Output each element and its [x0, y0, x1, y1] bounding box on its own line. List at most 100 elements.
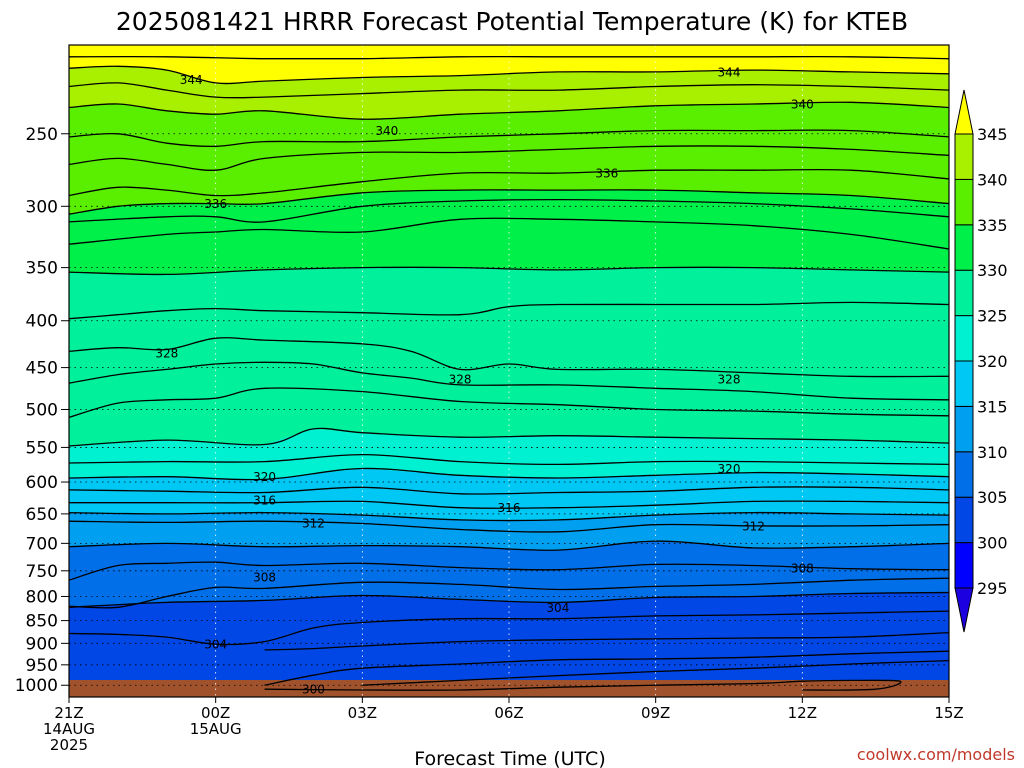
- chart-title: 2025081421 HRRR Forecast Potential Tempe…: [116, 7, 908, 36]
- contour-label-336: 336: [595, 167, 618, 181]
- contour-label-344: 344: [180, 73, 203, 87]
- colorbar-tick-340: 340: [977, 170, 1008, 189]
- colorbar-tick-330: 330: [977, 261, 1008, 280]
- contour-316: [69, 500, 949, 509]
- y-tick-label-300: 300: [26, 197, 58, 217]
- contour-333: [69, 198, 949, 223]
- colorbar: 295 300 305 310 315 320 325 330 335 340 345: [954, 89, 1008, 633]
- y-tick-label-450: 450: [26, 359, 58, 379]
- colorbar-segment-325: [954, 269, 974, 317]
- contour-346: [69, 55, 949, 60]
- colorbar-segment-305: [954, 451, 974, 498]
- y-tick-label-1000: 1000: [15, 676, 58, 696]
- colorbar-under: [954, 587, 974, 633]
- y-tick-label-900: 900: [26, 634, 58, 654]
- colorbar-tick-335: 335: [977, 216, 1008, 235]
- contour-label-336: 336: [204, 197, 227, 211]
- y-tick-label-950: 950: [26, 656, 58, 676]
- x-tick-label-18: 15Z: [934, 704, 963, 722]
- contour-303: [264, 631, 949, 651]
- contour-labels: 344 344 340 340 336 336 328 328 328 320 320 316 316 3…: [155, 65, 814, 697]
- contour-310: [69, 540, 949, 551]
- colorbar-tick-325: 325: [977, 307, 1008, 326]
- contour-314: [69, 511, 949, 522]
- y-tick-label-500: 500: [26, 401, 58, 421]
- y-axis: 2503003504004505005506006507007508008509…: [15, 125, 69, 696]
- grid-lines: [69, 45, 949, 697]
- contour-label-320: 320: [718, 462, 741, 476]
- contour-322: [69, 453, 949, 466]
- contour-330: [69, 266, 949, 276]
- x-tick-label-12: 09Z: [641, 704, 670, 722]
- contour-label-304: 304: [546, 601, 569, 615]
- contour-312: [69, 520, 949, 533]
- contour-338: [69, 129, 949, 147]
- x-axis-label: Forecast Time (UTC): [414, 748, 605, 768]
- x-tick-label-0: 2025: [50, 736, 88, 754]
- colorbar-segment-310: [954, 405, 974, 453]
- y-tick-label-350: 350: [26, 259, 58, 279]
- contour-label-312: 312: [302, 516, 325, 530]
- contour-306: [69, 577, 949, 609]
- y-tick-label-600: 600: [26, 473, 58, 493]
- y-tick-label-800: 800: [26, 587, 58, 607]
- contour-342: [69, 82, 949, 99]
- contour-301: [362, 659, 949, 686]
- colorbar-tick-320: 320: [977, 352, 1008, 371]
- x-tick-label-6: 03Z: [348, 704, 377, 722]
- contour-332: [69, 217, 949, 250]
- x-tick-label-3: 15AUG: [190, 720, 242, 738]
- colorbar-tick-295: 295: [977, 579, 1008, 598]
- y-tick-label-250: 250: [26, 125, 58, 145]
- contour-label-328: 328: [449, 372, 472, 386]
- contour-324: [69, 427, 949, 447]
- colorbar-over: [954, 89, 974, 135]
- contour-label-308: 308: [253, 571, 276, 585]
- y-tick-label-550: 550: [26, 438, 58, 458]
- contour-337: [69, 145, 949, 171]
- contour-label-300: 300: [302, 683, 325, 697]
- contour-300: [264, 679, 902, 691]
- plot-area: 344 344 340 340 336 336 328 328 328 320 320 316 316 3…: [69, 45, 949, 697]
- contour-308: [69, 561, 949, 581]
- contour-label-340: 340: [791, 98, 814, 112]
- contour-327: [69, 361, 949, 401]
- y-tick-label-750: 750: [26, 562, 58, 582]
- colorbar-tick-310: 310: [977, 443, 1008, 462]
- contour-label-340: 340: [375, 124, 398, 138]
- colorbar-tick-345: 345: [977, 125, 1008, 144]
- colorbar-segment-320: [954, 315, 974, 362]
- contour-label-312: 312: [742, 519, 765, 533]
- colorbar-tick-300: 300: [977, 534, 1008, 553]
- x-tick-label-3: 00Z: [201, 704, 230, 722]
- colorbar-segment-295: [954, 542, 974, 589]
- contour-label-316: 316: [253, 494, 276, 508]
- x-tick-label-0: 14AUG: [43, 720, 95, 738]
- y-tick-label-700: 700: [26, 534, 58, 554]
- contour-label-320: 320: [253, 470, 276, 484]
- contour-lines: [69, 55, 949, 691]
- x-tick-label-15: 12Z: [788, 704, 817, 722]
- contour-334: [69, 189, 949, 215]
- contour-320: [69, 467, 949, 481]
- colorbar-segment-330: [954, 224, 974, 271]
- contour-label-328: 328: [718, 372, 741, 386]
- credit-text: coolwx.com/models: [857, 745, 1015, 764]
- contour-340: [69, 101, 949, 120]
- colorbar-segment-300: [954, 496, 974, 544]
- y-tick-label-400: 400: [26, 312, 58, 332]
- y-tick-label-850: 850: [26, 612, 58, 632]
- contour-label-316: 316: [498, 501, 521, 515]
- contour-label-304: 304: [204, 638, 227, 652]
- contour-328: [69, 337, 949, 378]
- contour-344: [69, 65, 949, 85]
- colorbar-segment-340: [954, 133, 974, 180]
- contour-label-328: 328: [155, 347, 178, 361]
- contour-302: [264, 650, 949, 686]
- contour-336: [69, 168, 949, 197]
- contour-label-344: 344: [718, 65, 741, 79]
- x-tick-label-9: 06Z: [494, 704, 523, 722]
- x-tick-label-0: 21Z: [54, 704, 83, 722]
- contour-329: [69, 301, 949, 320]
